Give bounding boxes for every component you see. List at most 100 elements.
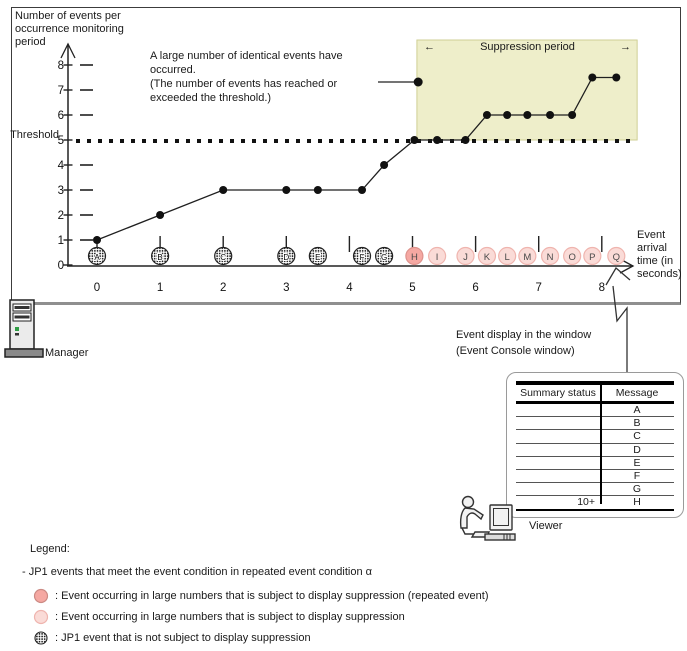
data-point	[380, 161, 389, 169]
x-tick-label: 5	[409, 282, 415, 294]
y-axis-title-line: occurrence monitoring	[15, 23, 124, 35]
table-body: A B C D E F G 10+ H	[516, 404, 674, 509]
y-tick-label: 6	[58, 110, 64, 122]
legend-item-normal: : JP1 event that is not subject to displ…	[33, 630, 311, 646]
x-tick-label: 8	[599, 282, 605, 294]
table-bottom-rule	[516, 508, 674, 511]
suppression-period-label: ← Suppression period →	[417, 41, 638, 54]
message-cell: A	[633, 404, 641, 416]
summary-status-cell	[516, 417, 600, 429]
event-marker-suppressed	[518, 246, 537, 266]
column-header-message: Message	[615, 386, 659, 399]
manager-label: Manager	[45, 347, 89, 359]
x-axis-title-line: time (in	[637, 255, 674, 267]
annotation-line: (The number of events has reached or	[150, 78, 338, 90]
event-marker-normal	[87, 246, 107, 266]
x-tick-label: 6	[472, 282, 478, 294]
data-point	[612, 73, 621, 82]
summary-status-cell	[516, 457, 600, 469]
normal-event-icon	[34, 631, 48, 645]
data-point	[482, 111, 491, 119]
monitoring-frame	[11, 7, 681, 305]
x-tick-label: 7	[535, 282, 541, 294]
message-cell: G	[632, 483, 642, 496]
event-marker-label: J	[463, 252, 468, 263]
console-heading-line: Event display in the window	[456, 329, 592, 341]
message-cell: C	[633, 430, 641, 443]
data-point	[523, 111, 532, 119]
event-marker-label: C	[220, 253, 226, 262]
event-marker-label: E	[315, 253, 320, 262]
right-arrow-icon: →	[619, 41, 631, 53]
summary-status-cell	[516, 444, 600, 456]
console-table-row: F	[516, 470, 674, 484]
message-cell: B	[633, 417, 641, 430]
event-marker-normal	[214, 246, 233, 266]
event-marker-repeated	[405, 246, 424, 266]
event-marker-normal	[151, 246, 170, 266]
console-table-row: 10+ H	[516, 496, 674, 508]
x-tick-label: 4	[346, 282, 353, 294]
threshold-label: Threshold	[10, 129, 59, 141]
event-marker-label: P	[589, 252, 595, 263]
repeated-event-icon	[33, 588, 49, 604]
x-axis-title: Event arrival time (in seconds)	[637, 229, 682, 281]
x-axis-title-line: seconds)	[637, 268, 682, 280]
table-top-rule	[516, 381, 674, 385]
console-table-row: D	[516, 444, 674, 457]
data-point	[503, 111, 512, 119]
console-table-row: B	[516, 417, 674, 431]
message-cell: E	[633, 456, 641, 469]
event-marker-suppressed	[540, 246, 560, 266]
legend-item-repeated: : Event occurring in large numbers that …	[33, 588, 489, 604]
legend-item-text: : JP1 event that is not subject to displ…	[55, 632, 311, 644]
y-axis-arrowhead-icon	[60, 42, 76, 59]
event-marker-label: K	[484, 252, 491, 263]
event-marker-suppressed	[583, 246, 602, 266]
legend-item-suppressed: : Event occurring in large numbers that …	[33, 609, 405, 625]
event-marker-suppressed	[456, 246, 475, 266]
table-header-row: Summary status Message	[516, 385, 674, 401]
summary-status-cell	[516, 483, 600, 495]
data-point	[219, 186, 228, 194]
chart-layer: 0 1 2 3 4 5 6 7 8 0 1 2 3 4 5 6 7 8 A B C D E F G H I J K L M N O P Q	[58, 39, 638, 294]
event-marker-label: B	[157, 253, 162, 262]
suppressed-event-icon	[33, 609, 49, 625]
y-tick-label: 1	[58, 235, 64, 247]
x-axis-title-line: arrival	[637, 242, 667, 254]
x-axis-arrowhead-icon	[619, 258, 635, 274]
data-point	[461, 136, 470, 144]
summary-status-cell	[516, 430, 600, 442]
console-heading-line: (Event Console window)	[456, 344, 575, 357]
x-tick-label: 0	[94, 282, 100, 294]
left-arrow-icon: ←	[424, 41, 435, 53]
y-tick-label: 0	[58, 260, 64, 272]
y-axis-title-line: Number of events per	[15, 10, 121, 22]
summary-status-cell	[516, 404, 600, 416]
y-tick-label: 7	[58, 85, 64, 97]
legend-condition: - JP1 events that meet the event conditi…	[22, 566, 373, 578]
viewer-person-icon	[459, 495, 516, 541]
event-marker-label: Q	[613, 252, 620, 263]
x-tick-label: 3	[283, 282, 289, 294]
event-marker-label: M	[523, 252, 531, 263]
event-marker-label: N	[547, 252, 554, 263]
event-marker-normal	[375, 246, 394, 266]
legend-item-text: : Event occurring in large numbers that …	[55, 590, 489, 602]
summary-status-cell	[516, 470, 600, 482]
event-marker-suppressed	[498, 246, 517, 266]
suppression-period-text: Suppression period	[480, 41, 575, 53]
console-table-row: C	[516, 430, 674, 444]
console-heading: Event display in the window (Event Conso…	[456, 328, 591, 359]
data-point	[156, 211, 165, 219]
y-tick-label: 5	[58, 135, 64, 147]
data-point	[93, 236, 101, 244]
annotation-point	[413, 77, 423, 87]
event-marker-label: H	[411, 252, 418, 263]
x-tick-label: 1	[157, 282, 163, 294]
threshold-annotation: A large number of identical events have …	[150, 49, 388, 105]
annotation-line: occurred.	[150, 64, 196, 76]
legend-title: Legend:	[30, 543, 70, 555]
event-marker-label: L	[505, 252, 510, 263]
